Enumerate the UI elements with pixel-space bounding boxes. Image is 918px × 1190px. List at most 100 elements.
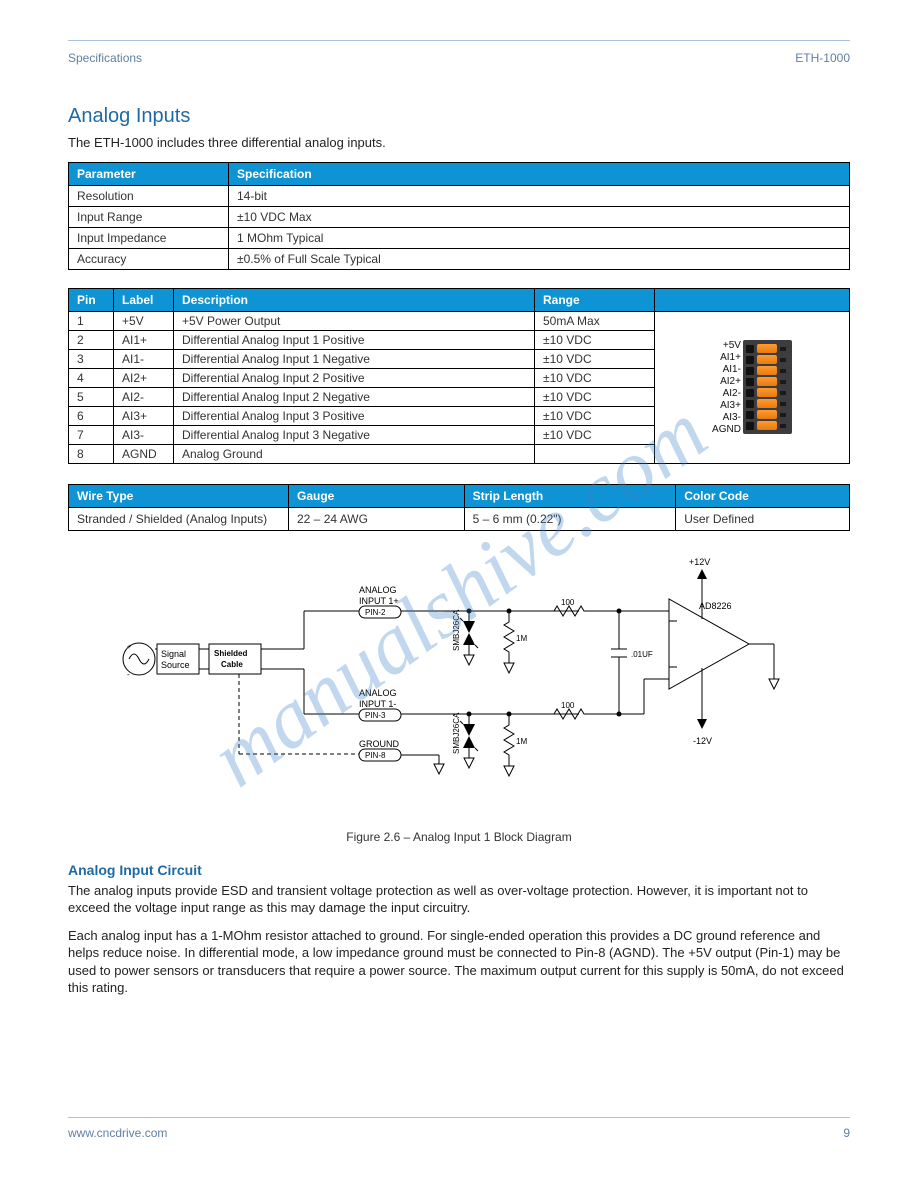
page-footer: www.cncdrive.com 9 <box>68 1117 850 1140</box>
cell: 6 <box>69 406 114 425</box>
section-intro: The ETH-1000 includes three differential… <box>68 134 850 152</box>
cell: 3 <box>69 349 114 368</box>
table-row: Input Impedance1 MOhm Typical <box>69 227 850 248</box>
cell: Resolution <box>69 185 229 206</box>
svg-text:.01UF: .01UF <box>631 650 653 659</box>
cell: User Defined <box>676 507 850 530</box>
cell: 4 <box>69 368 114 387</box>
svg-text:SMBJ26CA: SMBJ26CA <box>452 609 461 651</box>
cell: 5 – 6 mm (0.22") <box>464 507 676 530</box>
cell: +5V <box>114 311 174 330</box>
cell: Analog Ground <box>174 444 535 463</box>
cell: 8 <box>69 444 114 463</box>
table-row: Accuracy±0.5% of Full Scale Typical <box>69 248 850 269</box>
pin-head-label: Label <box>114 288 174 311</box>
cell: 14-bit <box>229 185 850 206</box>
svg-text:GROUND: GROUND <box>359 739 399 749</box>
cell: AGND <box>114 444 174 463</box>
svg-text:+12V: +12V <box>689 557 710 567</box>
pin-head-pin: Pin <box>69 288 114 311</box>
cell: AI1- <box>114 349 174 368</box>
svg-text:SMBJ26CA: SMBJ26CA <box>452 712 461 754</box>
conn-label: AI1+ <box>712 352 741 363</box>
cell: 22 – 24 AWG <box>289 507 465 530</box>
cell: Differential Analog Input 3 Negative <box>174 425 535 444</box>
cell: 50mA Max <box>535 311 655 330</box>
svg-text:PIN-8: PIN-8 <box>365 751 386 760</box>
svg-text:INPUT 1+: INPUT 1+ <box>359 596 399 606</box>
specs-table: Parameter Specification Resolution14-bit… <box>68 162 850 270</box>
signal-source-label: Signal <box>161 649 186 659</box>
header-right: ETH-1000 <box>795 51 850 65</box>
cell: Input Range <box>69 206 229 227</box>
circuit-svg: + - Signal Source Shielded Cable ANALOG <box>109 549 809 819</box>
svg-text:Shielded: Shielded <box>214 649 247 658</box>
table-row: 1 +5V +5V Power Output 50mA Max +5V AI1+… <box>69 311 850 330</box>
rec-head-2: Strip Length <box>464 484 676 507</box>
cell: Differential Analog Input 2 Negative <box>174 387 535 406</box>
cell: AI1+ <box>114 330 174 349</box>
cell: AI2- <box>114 387 174 406</box>
cell: Differential Analog Input 1 Negative <box>174 349 535 368</box>
cell: Stranded / Shielded (Analog Inputs) <box>69 507 289 530</box>
svg-text:PIN-2: PIN-2 <box>365 608 386 617</box>
conn-label: AI2+ <box>712 376 741 387</box>
cell: Differential Analog Input 1 Positive <box>174 330 535 349</box>
table-row: Resolution14-bit <box>69 185 850 206</box>
cell: AI3+ <box>114 406 174 425</box>
cell: AI2+ <box>114 368 174 387</box>
connector-body <box>743 340 792 434</box>
circuit-p2: Each analog input has a 1-MOhm resistor … <box>68 927 850 997</box>
cell: +5V Power Output <box>174 311 535 330</box>
pin-table: Pin Label Description Range 1 +5V +5V Po… <box>68 288 850 464</box>
cell <box>535 444 655 463</box>
conn-label: AGND <box>712 424 741 435</box>
conn-label: AI2- <box>712 388 741 399</box>
page-header: Specifications ETH-1000 <box>68 51 850 65</box>
header-left: Specifications <box>68 51 142 65</box>
svg-text:Cable: Cable <box>221 660 243 669</box>
cell: ±10 VDC <box>535 425 655 444</box>
footer-left: www.cncdrive.com <box>68 1126 167 1140</box>
svg-text:Source: Source <box>161 660 190 670</box>
table-row: Stranded / Shielded (Analog Inputs) 22 –… <box>69 507 850 530</box>
cell: Input Impedance <box>69 227 229 248</box>
svg-text:1M: 1M <box>516 634 527 643</box>
circuit-heading: Analog Input Circuit <box>68 862 850 878</box>
specs-head-spec: Specification <box>229 162 850 185</box>
conn-label: AI1- <box>712 364 741 375</box>
cell: ±0.5% of Full Scale Typical <box>229 248 850 269</box>
conn-label: +5V <box>712 340 741 351</box>
cell: 1 MOhm Typical <box>229 227 850 248</box>
svg-text:INPUT 1-: INPUT 1- <box>359 699 396 709</box>
cell: ±10 VDC <box>535 349 655 368</box>
table-row: Input Range±10 VDC Max <box>69 206 850 227</box>
circuit-p1: The analog inputs provide ESD and transi… <box>68 882 850 917</box>
rec-head-0: Wire Type <box>69 484 289 507</box>
cell: ±10 VDC <box>535 406 655 425</box>
cell: Accuracy <box>69 248 229 269</box>
footer-right: 9 <box>843 1126 850 1140</box>
rec-head-1: Gauge <box>289 484 465 507</box>
cell: AI3- <box>114 425 174 444</box>
conn-label: AI3+ <box>712 400 741 411</box>
svg-text:ANALOG: ANALOG <box>359 585 397 595</box>
figure-caption: Figure 2.6 – Analog Input 1 Block Diagra… <box>68 830 850 844</box>
pin-head-desc: Description <box>174 288 535 311</box>
cell: 1 <box>69 311 114 330</box>
rec-head-3: Color Code <box>676 484 850 507</box>
cell: 5 <box>69 387 114 406</box>
svg-text:+: + <box>127 644 131 651</box>
section-title: Analog Inputs <box>68 105 850 128</box>
header-rule <box>68 40 850 41</box>
cell: ±10 VDC <box>535 387 655 406</box>
connector-graphic: +5V AI1+ AI1- AI2+ AI2- AI3+ AI3- AGND <box>661 340 843 435</box>
svg-text:-12V: -12V <box>693 736 712 746</box>
wire-table: Wire Type Gauge Strip Length Color Code … <box>68 484 850 531</box>
pin-head-img <box>655 288 850 311</box>
cell: 7 <box>69 425 114 444</box>
cell: ±10 VDC <box>535 368 655 387</box>
svg-text:100: 100 <box>561 701 575 710</box>
cell: Differential Analog Input 3 Positive <box>174 406 535 425</box>
svg-text:ANALOG: ANALOG <box>359 688 397 698</box>
